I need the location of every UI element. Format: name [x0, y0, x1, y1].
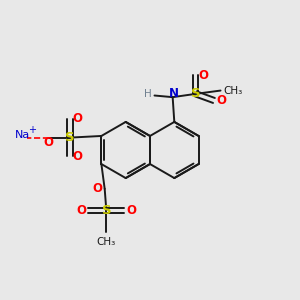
Text: S: S — [65, 131, 75, 144]
Text: Na: Na — [14, 130, 30, 140]
Text: O: O — [43, 136, 53, 149]
Text: O: O — [216, 94, 226, 107]
Text: S: S — [101, 204, 111, 217]
Text: O: O — [127, 204, 137, 217]
Text: O: O — [76, 204, 86, 217]
Text: O: O — [92, 182, 102, 195]
Text: O: O — [72, 112, 82, 125]
Text: O: O — [72, 150, 82, 163]
Text: H: H — [144, 89, 152, 99]
Text: O: O — [198, 68, 208, 82]
Text: S: S — [191, 87, 201, 101]
Text: +: + — [28, 125, 36, 135]
Text: N: N — [169, 87, 179, 100]
Text: CH₃: CH₃ — [97, 237, 116, 247]
Text: CH₃: CH₃ — [224, 85, 243, 96]
